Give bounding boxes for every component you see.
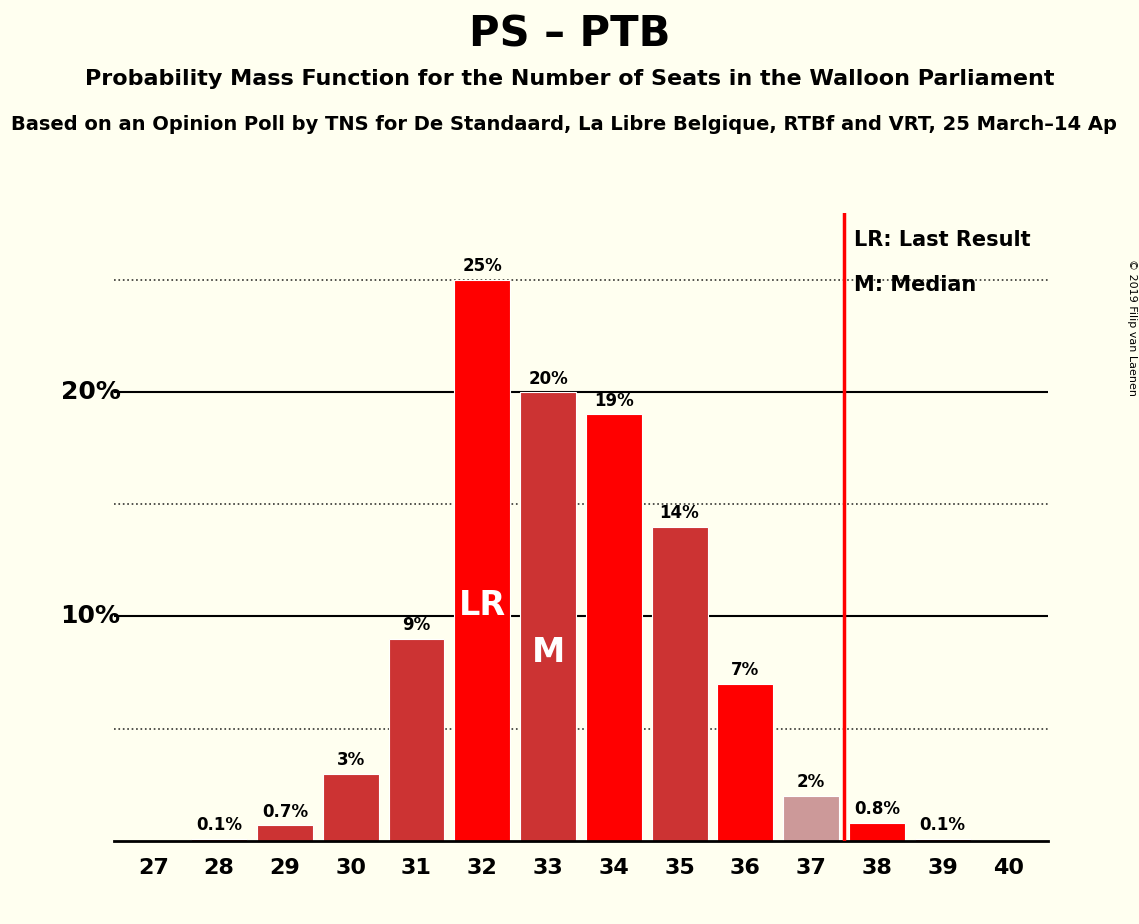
Text: LR: LR xyxy=(459,589,506,622)
Bar xyxy=(652,527,707,841)
Text: PS – PTB: PS – PTB xyxy=(469,14,670,55)
Text: M: Median: M: Median xyxy=(854,275,976,296)
Text: M: M xyxy=(532,636,565,669)
Text: 0.1%: 0.1% xyxy=(919,816,966,834)
Bar xyxy=(585,415,641,841)
Bar xyxy=(191,839,247,841)
Bar xyxy=(784,796,839,841)
Text: © 2019 Filip van Laenen: © 2019 Filip van Laenen xyxy=(1126,259,1137,395)
Bar xyxy=(257,825,313,841)
Text: 0.8%: 0.8% xyxy=(854,800,900,819)
Text: 9%: 9% xyxy=(402,616,431,635)
Text: 2%: 2% xyxy=(797,773,826,792)
Bar xyxy=(718,684,773,841)
Bar xyxy=(915,839,970,841)
Bar xyxy=(849,823,904,841)
Text: 20%: 20% xyxy=(528,370,568,387)
Text: 0.1%: 0.1% xyxy=(196,816,243,834)
Text: 7%: 7% xyxy=(731,662,760,679)
Bar xyxy=(388,638,444,841)
Text: 10%: 10% xyxy=(60,604,121,628)
Text: Probability Mass Function for the Number of Seats in the Walloon Parliament: Probability Mass Function for the Number… xyxy=(84,69,1055,90)
Text: Based on an Opinion Poll by TNS for De Standaard, La Libre Belgique, RTBf and VR: Based on an Opinion Poll by TNS for De S… xyxy=(11,116,1117,135)
Bar xyxy=(454,280,510,841)
Text: 3%: 3% xyxy=(336,751,364,769)
Text: LR: Last Result: LR: Last Result xyxy=(854,230,1031,250)
Text: 19%: 19% xyxy=(593,392,633,410)
Text: 20%: 20% xyxy=(60,380,121,404)
Bar xyxy=(322,773,378,841)
Text: 14%: 14% xyxy=(659,505,699,522)
Bar xyxy=(521,392,576,841)
Text: 0.7%: 0.7% xyxy=(262,803,308,821)
Text: 25%: 25% xyxy=(462,258,502,275)
